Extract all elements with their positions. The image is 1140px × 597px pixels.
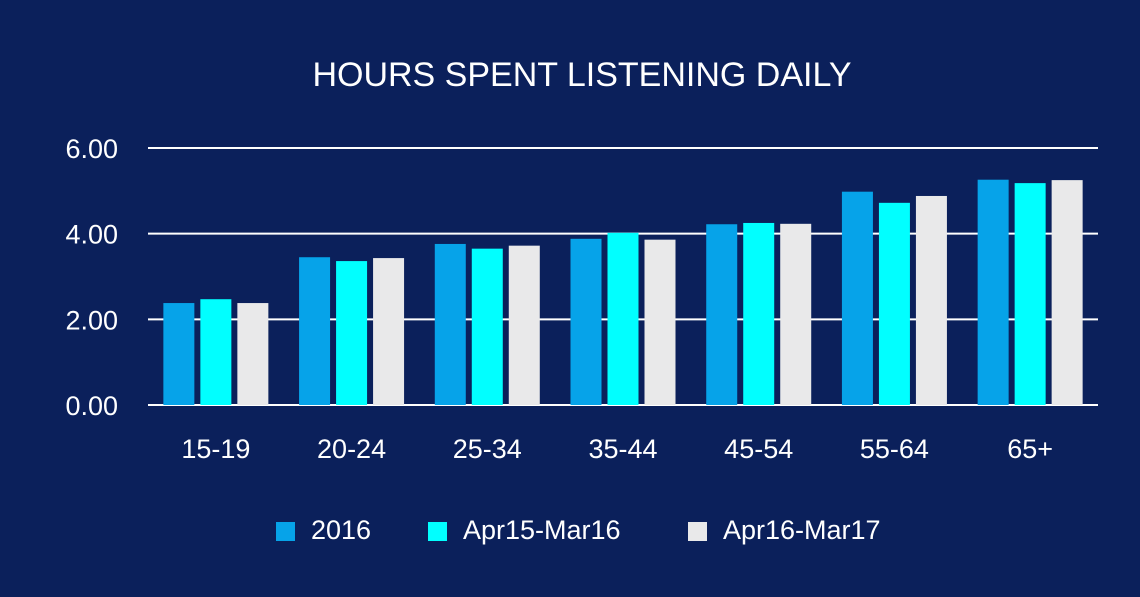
bars [163,179,1083,405]
bar [508,245,540,405]
x-tick-label: 45-54 [724,434,793,464]
bar [336,261,368,405]
bar [471,248,503,405]
legend-label: Apr15-Mar16 [463,515,621,545]
bar [163,303,195,405]
x-tick-label: 25-34 [453,434,522,464]
y-axis-ticks: 0.00 2.00 4.00 6.00 [65,134,118,421]
bar [200,299,232,405]
bar [706,224,738,405]
y-tick-label: 4.00 [65,220,118,250]
legend: 2016 Apr15-Mar16 Apr16-Mar17 [276,515,881,545]
bar [434,243,466,405]
bar [1014,183,1046,405]
bar [607,232,639,405]
x-tick-label: 35-44 [588,434,657,464]
legend-label: 2016 [311,515,371,545]
x-tick-label: 65+ [1007,434,1053,464]
bar [570,238,602,405]
bar [841,191,873,405]
x-tick-label: 15-19 [181,434,250,464]
legend-swatch [428,522,447,541]
bar [780,223,812,405]
bar [644,239,676,405]
y-tick-label: 6.00 [65,134,118,164]
chart-title: HOURS SPENT LISTENING DAILY [312,56,851,94]
bar [373,258,405,405]
bar [915,195,947,405]
legend-label: Apr16-Mar17 [723,515,881,545]
x-tick-label: 55-64 [860,434,929,464]
bar [1051,180,1083,405]
bar [299,257,331,405]
legend-swatch [276,522,295,541]
y-tick-label: 2.00 [65,305,118,335]
bar [743,222,775,405]
bar [878,202,910,405]
x-tick-label: 20-24 [317,434,386,464]
bar [237,303,269,405]
bar [977,179,1009,405]
x-axis-ticks: 15-19 20-24 25-34 35-44 45-54 55-64 65+ [181,434,1053,464]
y-tick-label: 0.00 [65,391,118,421]
legend-swatch [688,522,707,541]
